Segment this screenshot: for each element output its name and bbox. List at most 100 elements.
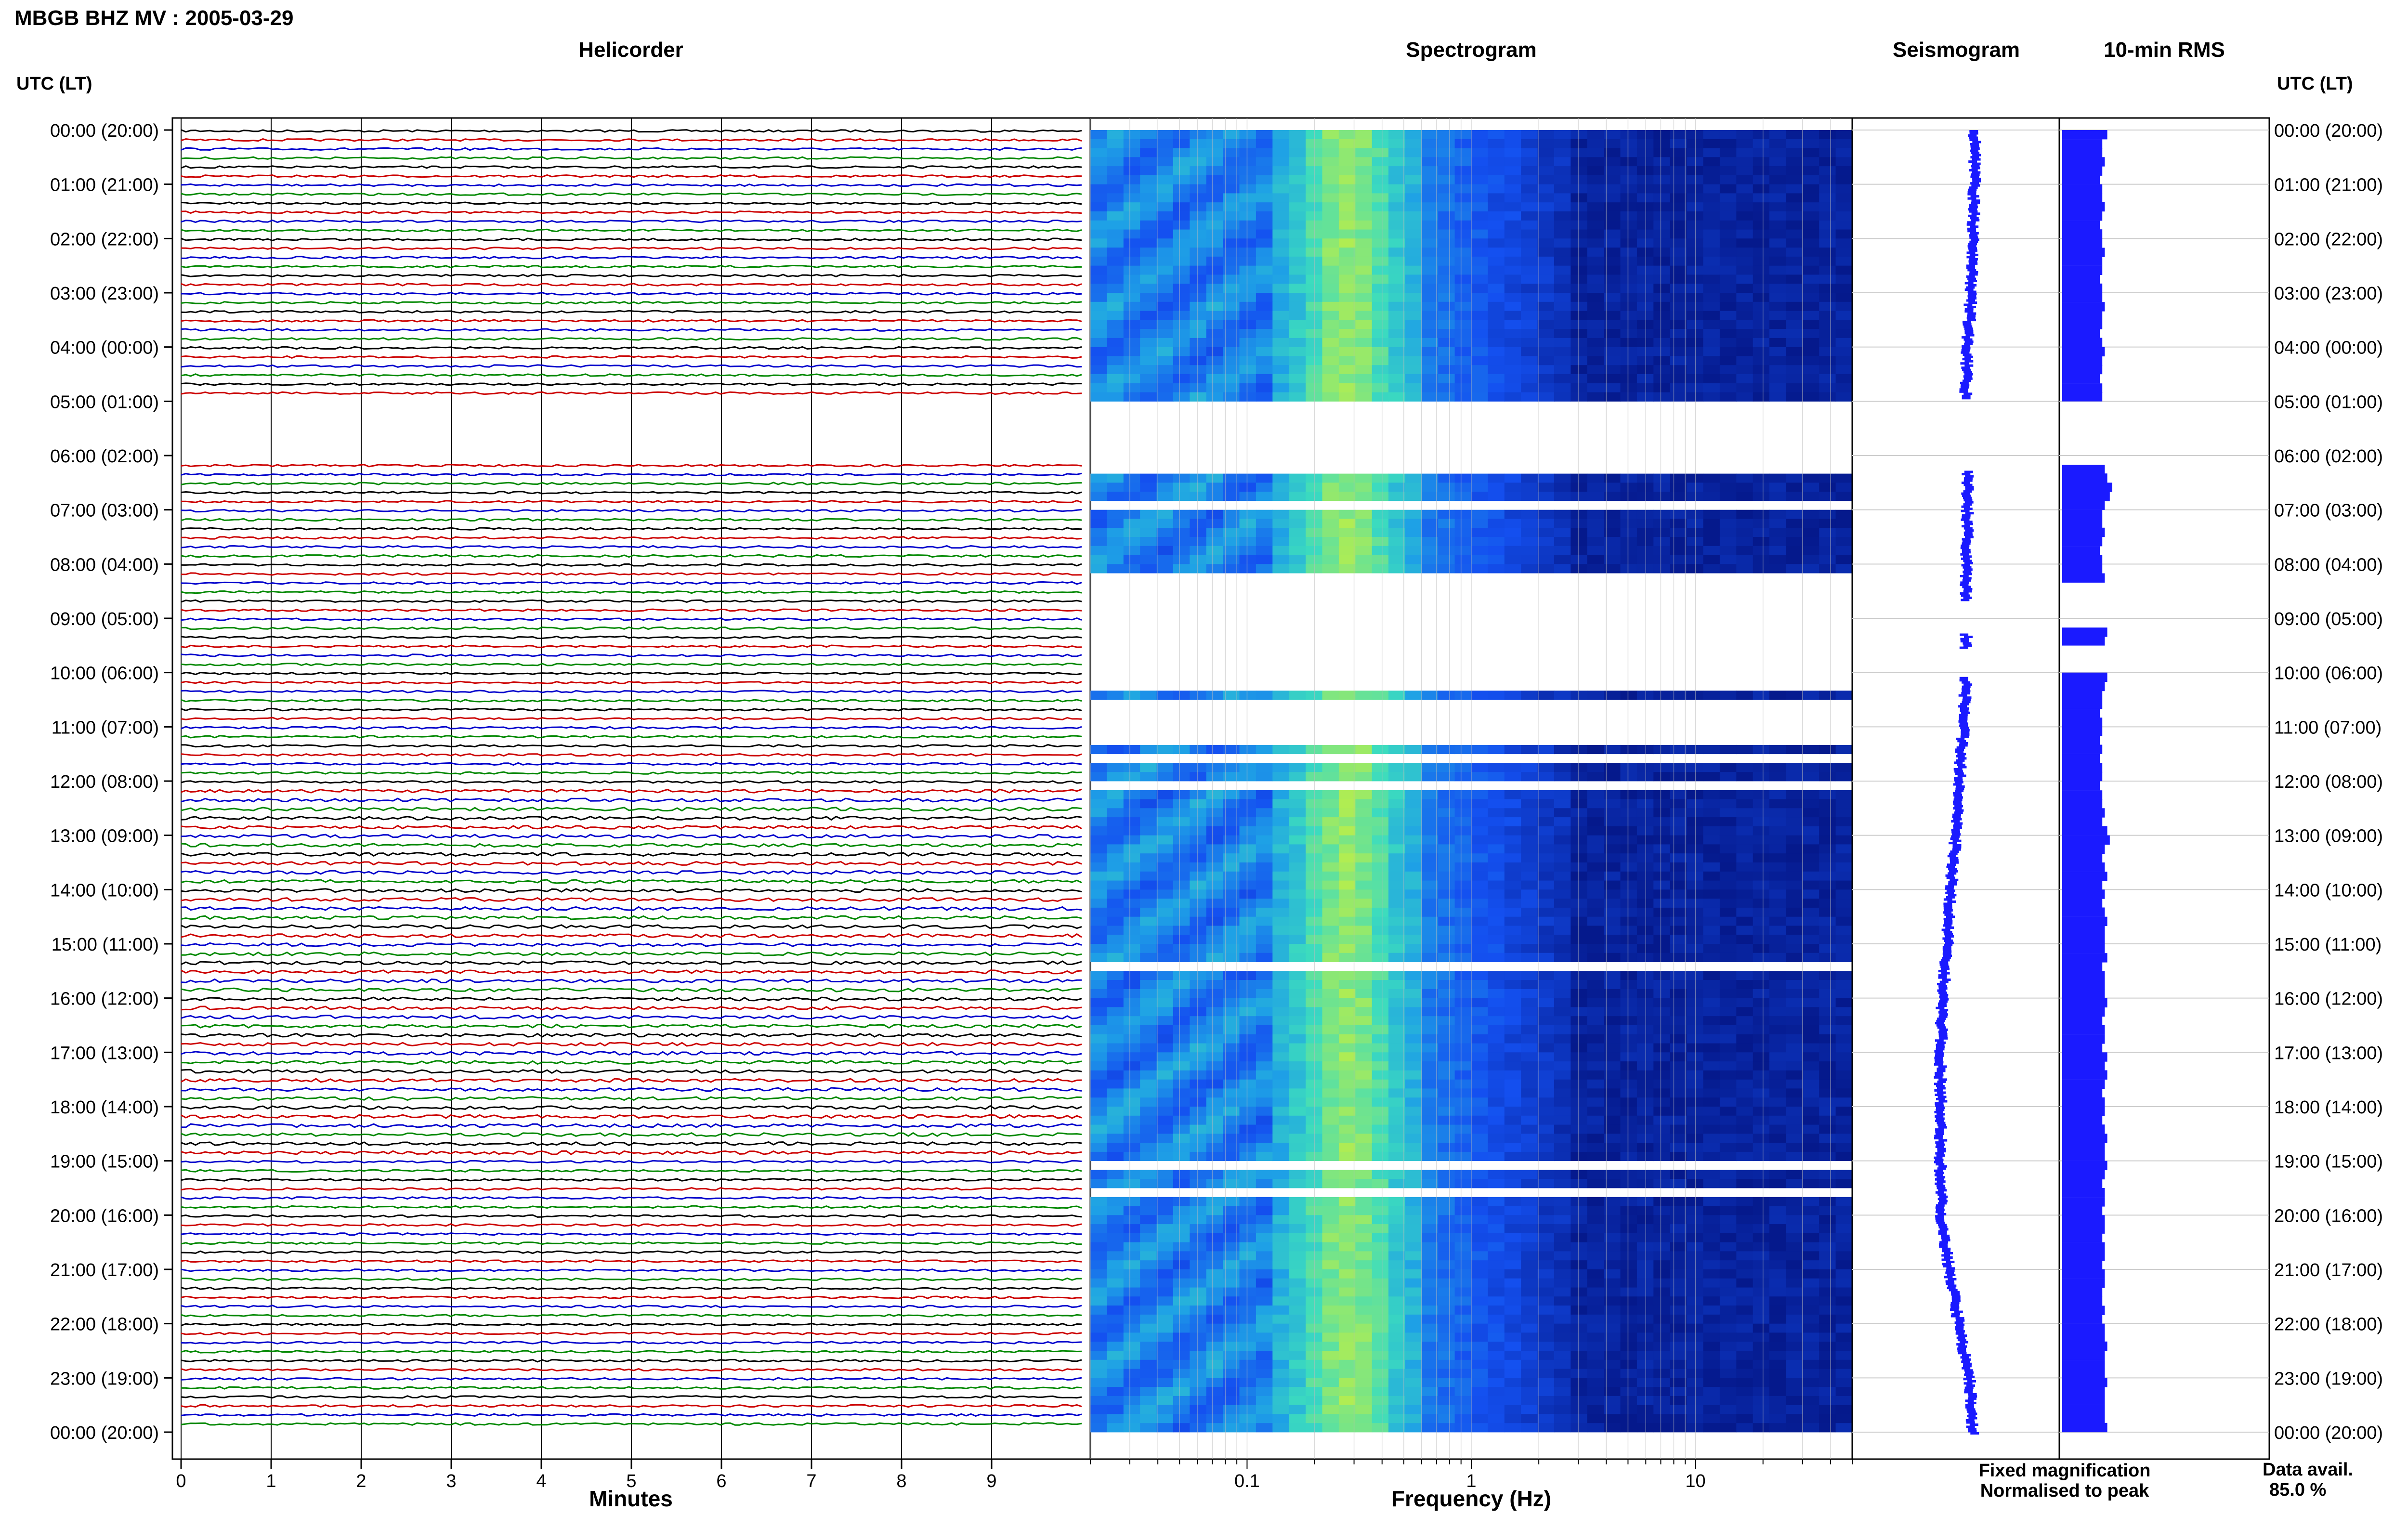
- spectrogram-cell: [1570, 338, 1587, 347]
- spectrogram-cell: [1819, 1179, 1836, 1188]
- spectrogram-cell: [1173, 989, 1190, 998]
- spectrogram-cell: [1488, 274, 1505, 284]
- spectrogram-cell: [1422, 1061, 1439, 1070]
- spectrogram-cell: [1554, 302, 1571, 311]
- spectrogram-cell: [1521, 908, 1538, 917]
- spectrogram-cell: [1090, 1242, 1107, 1252]
- spectrogram-cell: [1256, 817, 1273, 826]
- spectrogram-cell: [1637, 492, 1654, 501]
- spectrogram-cell: [1769, 1107, 1786, 1116]
- spectrogram-cell: [1786, 1332, 1803, 1342]
- spectrogram-cell: [1554, 835, 1571, 845]
- spectrogram-cell: [1124, 935, 1140, 944]
- spectrogram-cell: [1538, 944, 1555, 953]
- spectrogram-cell: [1736, 157, 1753, 166]
- spectrogram-cell: [1438, 1070, 1455, 1080]
- spectrogram-cell: [1272, 1125, 1289, 1134]
- spectrogram-cell: [1720, 917, 1737, 926]
- spectrogram-cell: [1157, 184, 1174, 194]
- spectrogram-cell: [1637, 1034, 1654, 1044]
- spectrogram-cell: [1388, 844, 1405, 853]
- spectrogram-cell: [1289, 510, 1306, 519]
- spectrogram-cell: [1670, 474, 1687, 483]
- spectrogram-cell: [1488, 1305, 1505, 1315]
- spectrogram-cell: [1355, 555, 1372, 564]
- spectrogram-cell: [1339, 1288, 1356, 1297]
- spectrogram-cell: [1488, 1251, 1505, 1260]
- spectrogram-cell: [1720, 826, 1737, 835]
- spectrogram-cell: [1339, 492, 1356, 501]
- spectrogram-cell: [1587, 1097, 1604, 1107]
- spectrogram-cell: [1140, 1143, 1157, 1152]
- spectrogram-cell: [1786, 383, 1803, 392]
- spectrogram-cell: [1190, 1116, 1206, 1125]
- spectrogram-cell: [1107, 1134, 1124, 1143]
- spectrogram-cell: [1090, 953, 1107, 962]
- spectrogram-cell: [1819, 211, 1836, 221]
- spectrogram-cell: [1554, 175, 1571, 184]
- spectrogram-cell: [1653, 835, 1670, 845]
- spectrogram-cell: [1836, 347, 1853, 356]
- spectrogram-cell: [1140, 944, 1157, 953]
- spectrogram-cell: [1836, 1116, 1853, 1125]
- spectrogram-cell: [1753, 1224, 1770, 1233]
- spectrogram-cell: [1570, 1044, 1587, 1053]
- spectrogram-cell: [1289, 799, 1306, 809]
- spectrogram-cell: [1769, 971, 1786, 980]
- spectrogram-cell: [1521, 293, 1538, 302]
- spectrogram-cell: [1538, 908, 1555, 917]
- spectrogram-cell: [1637, 365, 1654, 374]
- spectrogram-cell: [1637, 862, 1654, 872]
- spectrogram-cell: [1736, 1279, 1753, 1288]
- spectrogram-cell: [1554, 202, 1571, 211]
- spectrogram-cell: [1836, 1080, 1853, 1089]
- spectrogram-cell: [1372, 691, 1389, 700]
- spectrogram-cell: [1372, 293, 1389, 302]
- spectrogram-cell: [1505, 926, 1521, 935]
- spectrogram-cell: [1670, 157, 1687, 166]
- spectrogram-cell: [1670, 889, 1687, 899]
- spectrogram-cell: [1819, 555, 1836, 564]
- spectrogram-cell: [1157, 248, 1174, 257]
- spectrogram-cell: [1587, 1288, 1604, 1297]
- spectrogram-cell: [1140, 1107, 1157, 1116]
- spectrogram-cell: [1554, 889, 1571, 899]
- spectrogram-cell: [1405, 790, 1422, 799]
- spectrogram-cell: [1240, 772, 1256, 781]
- spectrogram-cell: [1372, 510, 1389, 519]
- spectrogram-cell: [1703, 1242, 1720, 1252]
- spectrogram-cell: [1455, 519, 1472, 528]
- helicorder-x-tick-label: 9: [986, 1471, 996, 1491]
- spectrogram-cell: [1272, 1061, 1289, 1070]
- spectrogram-cell: [1339, 1279, 1356, 1288]
- spectrogram-cell: [1455, 510, 1472, 519]
- spectrogram-cell: [1289, 1233, 1306, 1242]
- spectrogram-cell: [1322, 221, 1339, 230]
- spectrogram-cell: [1505, 528, 1521, 537]
- spectrogram-cell: [1272, 1016, 1289, 1025]
- spectrogram-cell: [1803, 230, 1819, 239]
- spectrogram-cell: [1124, 166, 1140, 175]
- spectrogram-cell: [1554, 899, 1571, 908]
- spectrogram-cell: [1173, 1296, 1190, 1305]
- spectrogram-cell: [1637, 392, 1654, 402]
- spectrogram-cell: [1653, 483, 1670, 492]
- spectrogram-cell: [1505, 953, 1521, 962]
- spectrogram-cell: [1190, 835, 1206, 845]
- spectrogram-cell: [1240, 1224, 1256, 1233]
- spectrogram-cell: [1570, 1296, 1587, 1305]
- spectrogram-cell: [1538, 148, 1555, 157]
- spectrogram-cell: [1819, 392, 1836, 402]
- spectrogram-cell: [1769, 1269, 1786, 1279]
- spectrogram-cell: [1621, 510, 1637, 519]
- spectrogram-cell: [1803, 284, 1819, 293]
- spectrogram-cell: [1587, 1342, 1604, 1351]
- spectrogram-cell: [1107, 971, 1124, 980]
- spectrogram-cell: [1621, 881, 1637, 890]
- spectrogram-cell: [1505, 917, 1521, 926]
- spectrogram-cell: [1438, 763, 1455, 772]
- spectrogram-cell: [1554, 1206, 1571, 1215]
- spectrogram-cell: [1471, 971, 1488, 980]
- left-hour-label: 00:00 (20:00): [50, 121, 159, 141]
- spectrogram-cell: [1173, 763, 1190, 772]
